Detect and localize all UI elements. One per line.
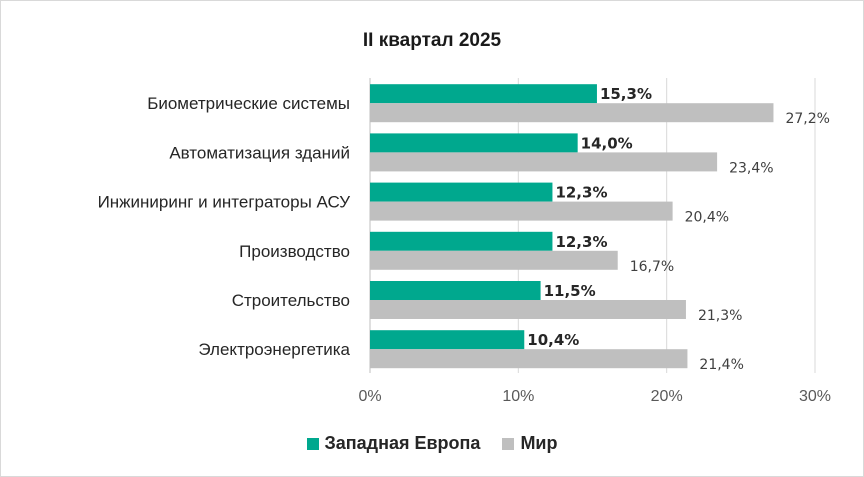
- data-label-world: 21,3%: [698, 308, 742, 324]
- data-label-western-europe: 12,3%: [555, 184, 607, 202]
- category-label: Биометрические системы: [147, 94, 350, 113]
- data-label-world: 27,2%: [785, 111, 829, 127]
- data-label-western-europe: 14,0%: [581, 134, 633, 152]
- bar-western-europe: [370, 231, 553, 251]
- legend-label-western-europe: Западная Европа: [324, 433, 481, 453]
- legend-label-world: Мир: [520, 433, 558, 453]
- category-label: Инжиниринг и интеграторы АСУ: [98, 193, 351, 212]
- data-label-western-europe: 10,4%: [527, 331, 579, 349]
- bar-western-europe: [370, 330, 525, 350]
- category-label: Электроэнергетика: [198, 340, 350, 359]
- chart-title: II квартал 2025: [362, 30, 502, 51]
- x-tick-label: 10%: [502, 388, 534, 405]
- bar-world: [370, 300, 686, 319]
- x-tick-label: 0%: [358, 388, 381, 405]
- bar-western-europe: [370, 281, 541, 300]
- bar-western-europe: [370, 84, 597, 104]
- category-label: Строительство: [232, 291, 350, 310]
- data-label-western-europe: 11,5%: [544, 282, 596, 300]
- x-tick-label: 20%: [651, 388, 683, 405]
- category-label: Автоматизация зданий: [169, 143, 350, 162]
- legend-swatch-western-europe: [306, 437, 319, 450]
- data-label-world: 21,4%: [699, 357, 743, 373]
- bar-world: [370, 349, 688, 369]
- legend-swatch-world: [502, 437, 515, 450]
- category-label: Производство: [239, 242, 350, 261]
- bar-western-europe: [370, 182, 553, 202]
- bar-world: [370, 250, 618, 270]
- bar-western-europe: [370, 133, 578, 153]
- bar-world: [370, 152, 718, 172]
- bar-world: [370, 103, 774, 123]
- legend: Западная Европа Мир: [0, 433, 864, 454]
- data-label-world: 23,4%: [729, 160, 773, 176]
- data-label-western-europe: 12,3%: [555, 233, 607, 251]
- data-label-western-europe: 15,3%: [600, 85, 652, 103]
- bar-world: [370, 201, 673, 221]
- data-label-world: 20,4%: [685, 210, 729, 226]
- legend-item-world: Мир: [502, 433, 558, 454]
- data-label-world: 16,7%: [630, 259, 674, 275]
- x-tick-label: 30%: [799, 388, 831, 405]
- legend-item-western-europe: Западная Европа: [306, 433, 481, 454]
